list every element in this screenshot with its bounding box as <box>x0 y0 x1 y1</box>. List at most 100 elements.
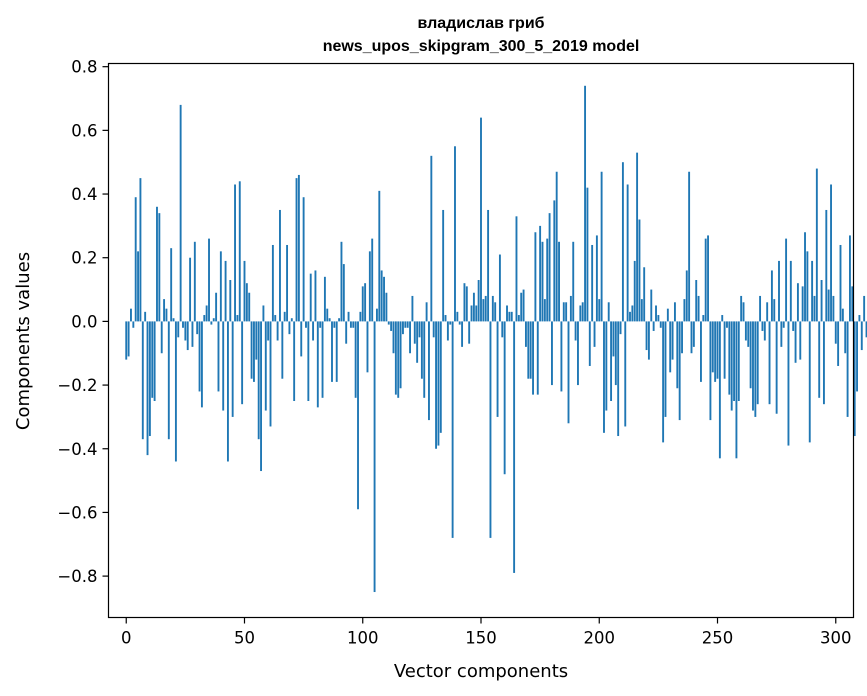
x-tick-label-5: 250 <box>702 629 734 648</box>
bar-259 <box>737 321 740 401</box>
bar-121 <box>411 295 414 322</box>
bar-217 <box>638 219 641 322</box>
bar-157 <box>496 321 499 417</box>
bar-126 <box>423 321 426 398</box>
bar-194 <box>584 85 587 322</box>
bar-79 <box>312 321 315 341</box>
bar-243 <box>700 321 702 382</box>
bar-64 <box>276 321 279 341</box>
bar-123 <box>416 321 419 363</box>
bar-247 <box>709 321 712 421</box>
bar-171 <box>529 321 532 379</box>
bar-4 <box>134 197 137 322</box>
bar-113 <box>392 321 395 354</box>
bar-67 <box>283 311 286 322</box>
bar-179 <box>548 213 551 322</box>
bar-84 <box>323 276 326 322</box>
bar-12 <box>153 321 156 401</box>
bar-140 <box>456 311 459 322</box>
bar-16 <box>163 299 166 322</box>
bar-170 <box>527 321 530 379</box>
bar-282 <box>792 321 795 331</box>
bar-87 <box>331 321 333 382</box>
bar-156 <box>494 302 497 322</box>
y-tick-label-8: −0.8 <box>57 567 97 586</box>
bar-295 <box>822 321 825 405</box>
bar-181 <box>553 200 556 322</box>
bar-47 <box>236 315 239 322</box>
bar-136 <box>446 321 449 341</box>
bar-3 <box>132 321 135 328</box>
bar-182 <box>555 171 558 322</box>
bar-189 <box>572 241 575 322</box>
bar-9 <box>146 321 149 456</box>
bar-288 <box>806 251 809 322</box>
bar-229 <box>666 308 669 322</box>
bar-240 <box>692 321 695 347</box>
bar-75 <box>302 197 305 322</box>
bar-115 <box>397 321 400 398</box>
bar-198 <box>593 321 596 347</box>
bar-227 <box>662 321 665 443</box>
bar-187 <box>567 321 570 424</box>
bar-62 <box>271 244 274 322</box>
bar-2 <box>130 308 132 322</box>
bar-230 <box>669 321 672 373</box>
bar-281 <box>789 260 792 322</box>
chart-title-line1: владислав гриб <box>417 15 544 32</box>
bar-306 <box>849 235 851 322</box>
bar-193 <box>581 302 584 322</box>
bar-131 <box>435 321 438 449</box>
bar-101 <box>364 283 367 322</box>
bar-159 <box>501 321 504 338</box>
bar-128 <box>428 321 430 421</box>
bar-145 <box>468 321 471 344</box>
bar-228 <box>664 321 667 417</box>
bar-256 <box>730 321 733 411</box>
bar-296 <box>825 209 828 322</box>
bar-160 <box>503 321 506 475</box>
bar-221 <box>647 321 650 360</box>
bar-209 <box>619 321 622 335</box>
bar-69 <box>288 321 291 335</box>
bar-96 <box>352 321 355 328</box>
bar-260 <box>740 295 743 322</box>
bar-153 <box>487 209 490 322</box>
bar-241 <box>695 280 698 322</box>
bar-46 <box>234 184 236 322</box>
bar-309 <box>856 321 858 392</box>
bar-172 <box>532 321 534 395</box>
bar-238 <box>688 171 691 322</box>
bar-199 <box>595 235 598 322</box>
bar-161 <box>506 305 508 322</box>
bar-298 <box>830 184 832 322</box>
bar-36 <box>210 321 213 325</box>
bar-312 <box>863 295 866 322</box>
bar-76 <box>305 321 307 328</box>
bar-55 <box>255 321 258 360</box>
bar-165 <box>515 216 518 322</box>
bar-18 <box>167 321 170 440</box>
bar-218 <box>640 299 643 322</box>
bar-27 <box>189 257 192 322</box>
bar-263 <box>747 321 750 347</box>
bar-53 <box>250 321 253 379</box>
bar-220 <box>645 321 648 351</box>
bar-83 <box>321 321 324 398</box>
bar-286 <box>801 286 804 322</box>
bar-146 <box>470 305 473 322</box>
bar-280 <box>787 321 790 446</box>
bar-45 <box>231 321 234 417</box>
bar-299 <box>832 295 835 322</box>
bar-275 <box>775 321 778 414</box>
bar-233 <box>676 321 679 389</box>
bar-43 <box>226 321 229 462</box>
bar-236 <box>683 299 686 322</box>
bar-225 <box>657 315 660 322</box>
bar-17 <box>165 308 168 322</box>
bar-195 <box>586 187 589 322</box>
bar-310 <box>858 315 861 322</box>
bar-80 <box>314 270 317 322</box>
bar-42 <box>224 260 227 322</box>
bar-94 <box>347 311 350 322</box>
